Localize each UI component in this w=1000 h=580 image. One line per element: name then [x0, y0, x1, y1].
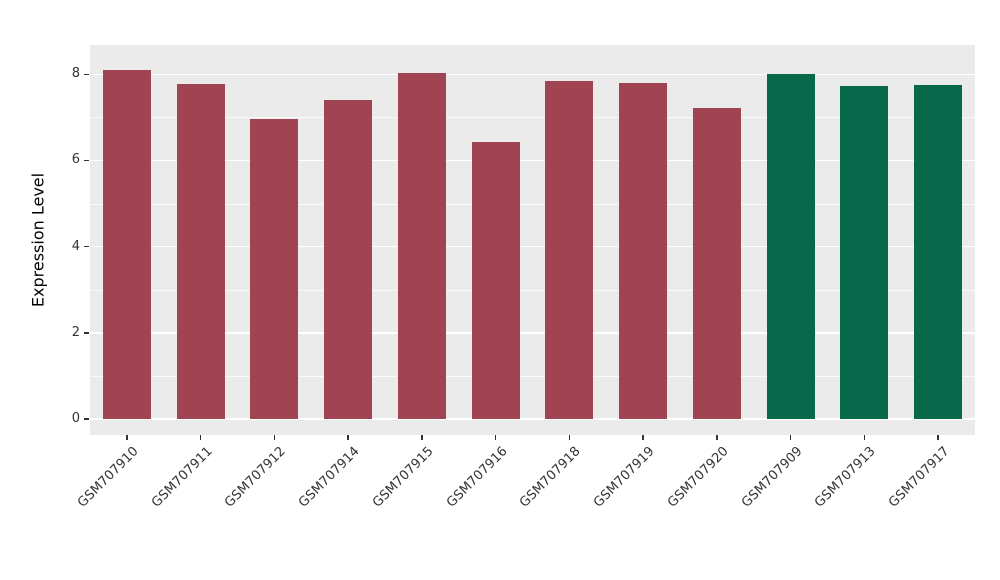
y-tick-mark — [84, 245, 89, 248]
major-gridline — [90, 245, 975, 248]
bar — [766, 74, 815, 419]
x-tick-mark — [789, 435, 792, 440]
bar — [471, 141, 520, 419]
y-tick-mark — [84, 418, 89, 420]
major-gridline — [90, 73, 975, 76]
bar — [102, 70, 151, 419]
x-tick-mark — [716, 435, 718, 440]
major-gridline — [90, 159, 975, 162]
bar — [840, 85, 889, 419]
bar — [397, 73, 446, 419]
bar — [619, 82, 668, 419]
y-tick-label: 0 — [71, 411, 80, 426]
x-tick-mark — [273, 435, 276, 440]
minor-gridline — [90, 203, 975, 205]
bar — [692, 107, 741, 419]
x-tick-mark — [494, 435, 497, 440]
major-gridline — [90, 332, 975, 334]
y-axis-title: Expression Level — [28, 172, 48, 308]
major-gridline — [90, 418, 975, 420]
x-tick-mark — [199, 435, 202, 440]
plot-area — [90, 45, 975, 435]
bar — [176, 83, 225, 419]
y-tick-mark — [84, 73, 89, 76]
bar — [545, 80, 594, 419]
x-tick-mark — [642, 435, 644, 440]
bar — [324, 100, 373, 419]
x-tick-mark — [937, 435, 939, 440]
y-tick-mark — [84, 332, 89, 334]
y-tick-mark — [84, 159, 89, 162]
bar — [250, 118, 299, 419]
x-tick-mark — [126, 435, 128, 440]
x-tick-mark — [347, 435, 349, 440]
bar — [914, 85, 963, 419]
y-tick-label: 4 — [71, 238, 80, 254]
x-tick-label: GSM707917 — [886, 444, 953, 511]
minor-gridline — [90, 117, 975, 119]
y-tick-label: 6 — [71, 152, 80, 168]
y-tick-label: 2 — [71, 324, 80, 340]
x-tick-mark — [421, 435, 423, 440]
x-tick-mark — [568, 435, 571, 440]
y-tick-label: 8 — [71, 66, 80, 82]
minor-gridline — [90, 289, 975, 291]
minor-gridline — [90, 375, 975, 377]
x-tick-mark — [863, 435, 866, 440]
